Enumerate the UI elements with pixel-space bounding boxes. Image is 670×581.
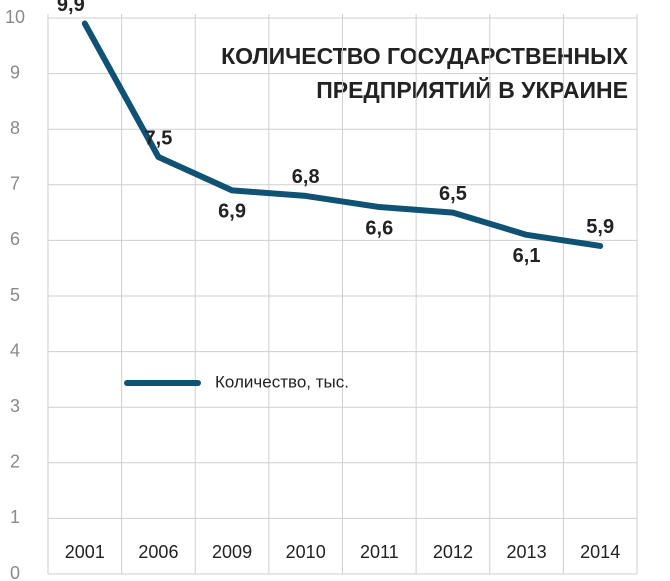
y-tick-label: 4 xyxy=(10,340,20,360)
x-tick-label: 2014 xyxy=(580,542,620,562)
chart-title: КОЛИЧЕСТВО ГОСУДАРСТВЕННЫХ xyxy=(221,43,629,69)
value-label: 5,9 xyxy=(586,216,614,238)
y-tick-label: 10 xyxy=(5,7,25,27)
legend-label: Количество, тыс. xyxy=(215,372,349,391)
line xyxy=(81,20,604,249)
value-label: 6,9 xyxy=(218,201,246,223)
value-label: 9,9 xyxy=(57,0,85,16)
x-tick-label: 2011 xyxy=(360,542,399,562)
value-label: 7,5 xyxy=(145,127,173,149)
x-tick-label: 2010 xyxy=(286,542,326,562)
y-tick-label: 6 xyxy=(10,229,20,249)
x-tick-label: 2009 xyxy=(212,542,252,562)
grid xyxy=(47,14,638,575)
chart-title: ПРЕДПРИЯТИЙ В УКРАИНЕ xyxy=(316,76,628,103)
value-label: 6,5 xyxy=(439,183,467,205)
value-label: 6,6 xyxy=(365,217,393,239)
value-label: 6,1 xyxy=(513,245,541,267)
x-tick-label: 2013 xyxy=(507,542,547,562)
y-tick-label: 0 xyxy=(10,563,20,581)
y-tick-label: 2 xyxy=(10,452,20,472)
x-tick-label: 2001 xyxy=(65,542,105,562)
y-tick-label: 5 xyxy=(10,285,20,305)
value-label: 6,8 xyxy=(292,166,320,188)
y-tick-label: 1 xyxy=(10,507,20,527)
x-tick-label: 2006 xyxy=(138,542,178,562)
y-tick-label: 3 xyxy=(10,396,20,416)
x-tick-label: 2012 xyxy=(433,542,473,562)
y-tick-label: 8 xyxy=(10,118,20,138)
y-tick-label: 7 xyxy=(10,174,20,194)
y-tick-label: 9 xyxy=(10,62,20,82)
